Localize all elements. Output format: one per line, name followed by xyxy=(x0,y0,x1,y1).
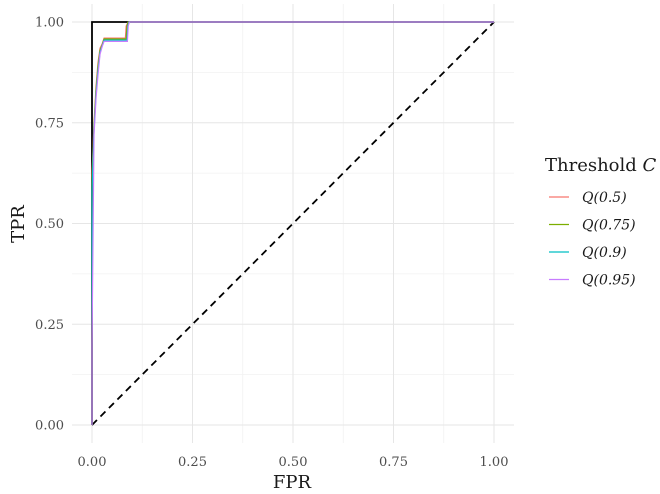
chance-diagonal-line xyxy=(91,21,495,426)
x-axis-title: FPR xyxy=(273,472,312,493)
y-tick-label: 0.00 xyxy=(35,419,64,434)
series-lines xyxy=(91,21,494,425)
x-tick-label: 0.50 xyxy=(279,455,308,470)
series-line-3 xyxy=(91,21,494,425)
legend-label-0: Q(0.5) xyxy=(582,190,627,206)
y-tick-label: 0.25 xyxy=(35,318,64,333)
legend-title-text: Threshold xyxy=(545,155,643,176)
legend-label-3: Q(0.95) xyxy=(582,273,636,289)
legend-items: Q(0.5) Q(0.75) Q(0.9) Q(0.95) xyxy=(549,190,636,289)
x-axis-ticks: 0.00 0.25 0.50 0.75 1.00 xyxy=(78,455,509,470)
y-tick-label: 1.00 xyxy=(35,16,64,31)
x-tick-label: 0.00 xyxy=(78,455,107,470)
legend-title: Threshold C xyxy=(545,155,657,176)
legend-title-symbol: C xyxy=(643,155,657,176)
legend-label-1: Q(0.75) xyxy=(582,218,636,234)
y-axis-title: TPR xyxy=(8,205,29,243)
x-tick-label: 0.75 xyxy=(379,455,408,470)
legend-label-2: Q(0.9) xyxy=(582,245,627,261)
y-axis-ticks: 0.00 0.25 0.50 0.75 1.00 xyxy=(35,16,64,434)
y-tick-label: 0.75 xyxy=(35,116,64,131)
x-tick-label: 1.00 xyxy=(480,455,509,470)
x-tick-label: 0.25 xyxy=(178,455,207,470)
y-tick-label: 0.50 xyxy=(35,217,64,232)
legend: Threshold C Q(0.5) Q(0.75) Q(0.9) Q(0.95) xyxy=(545,155,657,289)
grid-major xyxy=(72,4,514,443)
